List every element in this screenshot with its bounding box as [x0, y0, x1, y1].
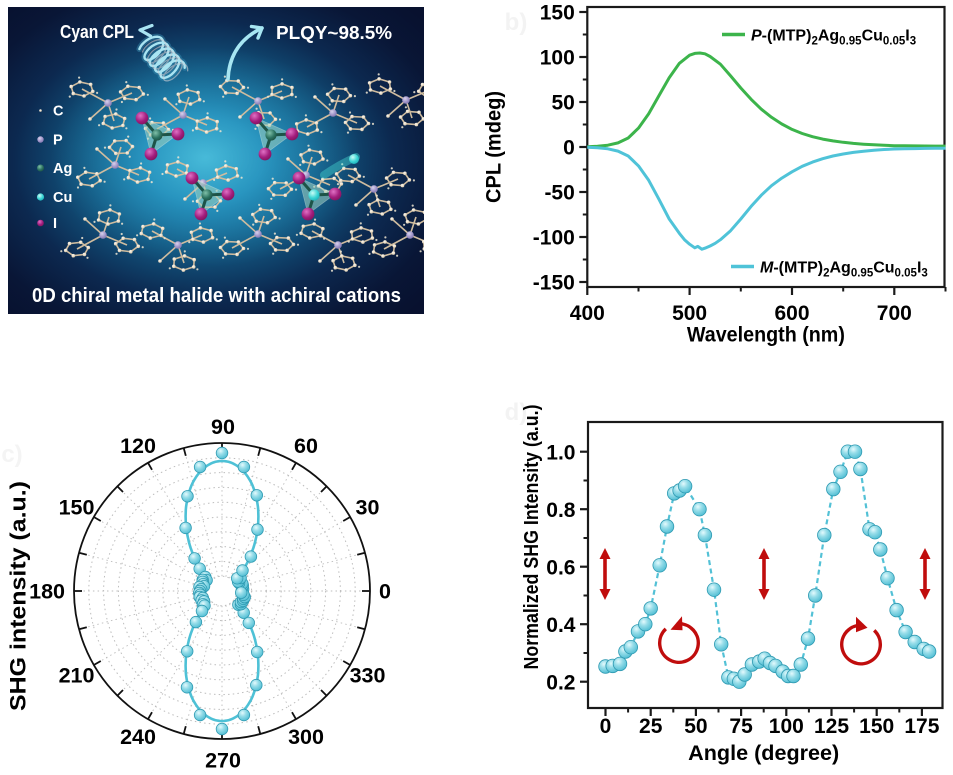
svg-text:60: 60 — [294, 434, 318, 458]
svg-text:M-(MTP)2Ag0.95Cu0.05I3: M-(MTP)2Ag0.95Cu0.05I3 — [760, 260, 928, 280]
svg-text:SHG intensity (a.u.): SHG intensity (a.u.) — [6, 481, 31, 711]
svg-text:b): b) — [505, 9, 528, 36]
svg-text:270: 270 — [205, 749, 241, 773]
svg-text:0.2: 0.2 — [546, 671, 575, 694]
svg-text:P-(MTP)2Ag0.95Cu0.05I3: P-(MTP)2Ag0.95Cu0.05I3 — [751, 28, 916, 48]
svg-text:Wavelength (nm): Wavelength (nm) — [687, 324, 845, 347]
svg-text:50: 50 — [684, 715, 707, 738]
svg-text:I: I — [53, 216, 57, 232]
svg-text:150: 150 — [859, 715, 894, 738]
svg-text:d): d) — [505, 399, 528, 426]
svg-text:PLQY~98.5%: PLQY~98.5% — [276, 23, 392, 43]
svg-text:CPL (mdeg): CPL (mdeg) — [483, 91, 506, 203]
svg-text:Cu: Cu — [53, 190, 72, 206]
svg-text:50: 50 — [551, 92, 574, 115]
svg-text:P: P — [53, 133, 63, 149]
svg-text:300: 300 — [288, 725, 324, 749]
svg-text:0: 0 — [379, 580, 391, 604]
svg-text:100: 100 — [540, 47, 575, 70]
svg-text:0.6: 0.6 — [546, 556, 575, 579]
svg-text:c): c) — [1, 441, 22, 468]
svg-text:400: 400 — [570, 302, 605, 325]
svg-text:210: 210 — [59, 664, 95, 688]
svg-text:Normalized SHG Intensity (a.u.: Normalized SHG Intensity (a.u.) — [521, 405, 543, 670]
svg-text:0D chiral metal halide with ac: 0D chiral metal halide with achiral cati… — [32, 284, 401, 307]
svg-text:125: 125 — [814, 715, 849, 738]
svg-text:180: 180 — [29, 580, 65, 604]
svg-text:175: 175 — [904, 715, 939, 738]
svg-text:240: 240 — [120, 725, 156, 749]
svg-text:C: C — [53, 104, 64, 120]
svg-text:150: 150 — [59, 496, 95, 520]
svg-text:100: 100 — [769, 715, 804, 738]
svg-text:1.0: 1.0 — [546, 441, 575, 464]
svg-text:-150: -150 — [533, 272, 575, 295]
svg-text:90: 90 — [211, 415, 235, 439]
svg-text:75: 75 — [729, 715, 753, 738]
svg-text:330: 330 — [350, 664, 386, 688]
svg-text:Cyan CPL: Cyan CPL — [60, 22, 134, 42]
svg-text:150: 150 — [540, 2, 575, 25]
svg-text:25: 25 — [639, 715, 663, 738]
svg-text:0.8: 0.8 — [546, 499, 576, 522]
svg-text:Ag: Ag — [53, 161, 72, 177]
svg-text:0: 0 — [563, 137, 575, 160]
svg-text:500: 500 — [672, 302, 707, 325]
svg-text:700: 700 — [877, 302, 912, 325]
svg-text:30: 30 — [356, 496, 380, 520]
svg-text:600: 600 — [774, 302, 809, 325]
svg-text:0: 0 — [600, 715, 612, 738]
svg-text:0.4: 0.4 — [546, 614, 576, 637]
svg-text:-50: -50 — [544, 182, 574, 205]
svg-text:-100: -100 — [533, 227, 575, 250]
svg-text:Angle (degree): Angle (degree) — [688, 742, 839, 765]
svg-text:120: 120 — [120, 434, 156, 458]
